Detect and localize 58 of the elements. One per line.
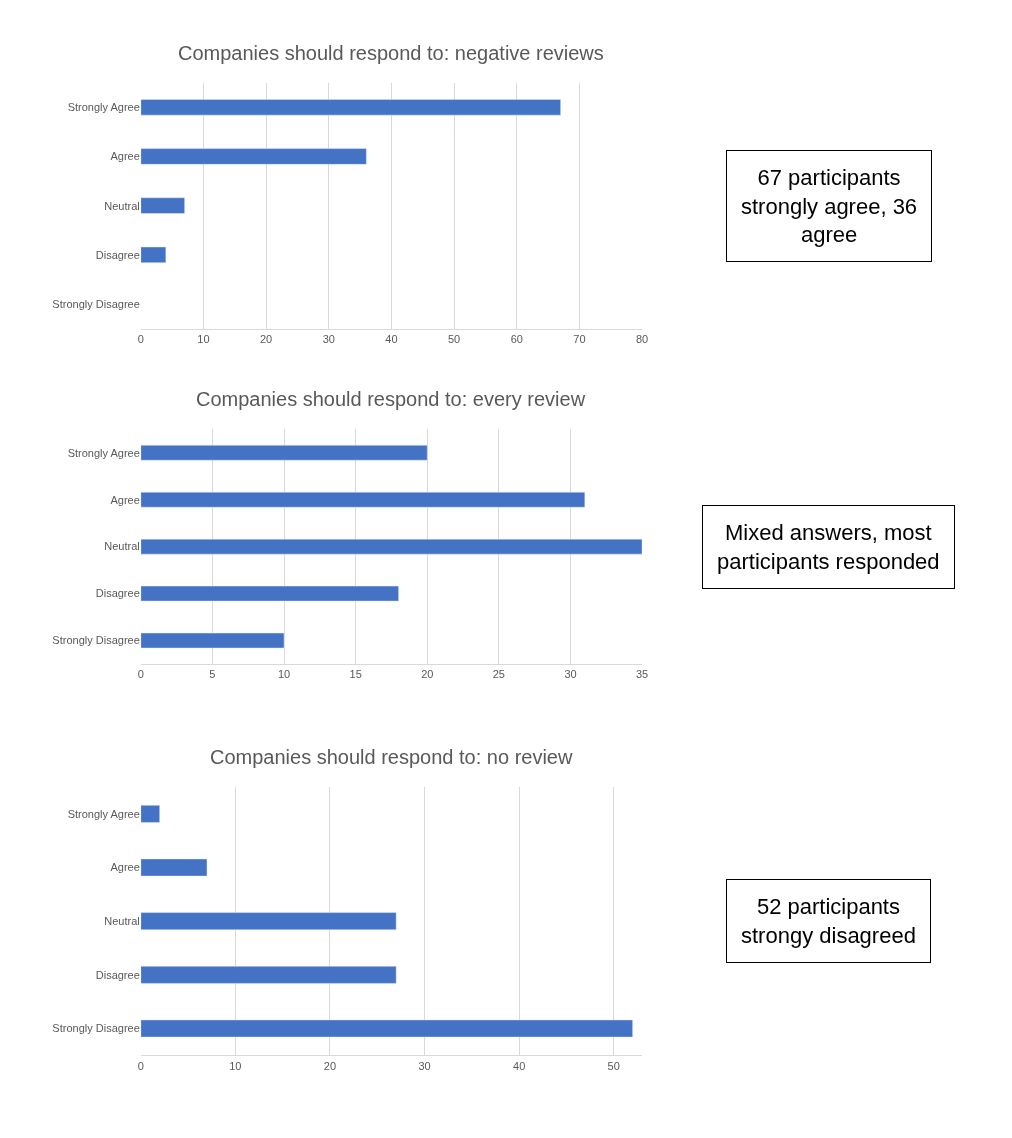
chart-title: Companies should respond to: negative reviews: [178, 42, 604, 64]
x-tick-label: 30: [564, 668, 577, 681]
y-tick-label: Disagree: [95, 968, 140, 981]
x-tick-label: 30: [322, 332, 335, 345]
x-tick-label: 0: [137, 332, 144, 345]
x-tick-label: 50: [447, 332, 461, 345]
x-tick-label: 35: [635, 668, 649, 681]
bar: [140, 538, 643, 555]
x-tick-label: 25: [492, 668, 506, 681]
bar: [140, 805, 160, 823]
y-tick-label: Neutral: [104, 199, 140, 212]
text: 67 participants strongly agree, 36 agree: [741, 165, 918, 248]
text: Mixed answers, most participants responded: [717, 520, 940, 574]
y-tick-label: Strongly Agree: [67, 446, 140, 459]
x-tick-label: 5: [209, 668, 216, 681]
bar: [140, 632, 285, 649]
bar: [140, 1019, 633, 1038]
x-tick-label: 20: [323, 1059, 337, 1072]
x-tick-label: 20: [421, 668, 434, 681]
x-tick-label: 10: [277, 668, 291, 681]
x-tick-label: 50: [607, 1059, 620, 1072]
y-tick-label: Neutral: [104, 540, 140, 553]
x-tick-label: 15: [349, 668, 362, 681]
x-tick-label: 40: [385, 332, 398, 345]
x-tick-label: 80: [635, 332, 649, 345]
x-tick-label: 40: [513, 1059, 526, 1072]
y-tick-label: Strongly Disagree: [52, 1022, 140, 1035]
y-tick-label: Strongly Agree: [67, 807, 140, 820]
x-tick-label: 60: [510, 332, 523, 345]
bar: [140, 246, 167, 263]
bar: [140, 444, 428, 461]
y-tick-label: Disagree: [95, 587, 140, 600]
x-tick-label: 10: [229, 1059, 242, 1072]
x-tick-label: 0: [137, 1059, 144, 1072]
x-tick-label: 20: [259, 332, 273, 345]
bar: [140, 966, 397, 984]
y-tick-label: Strongly Disagree: [52, 634, 140, 647]
y-tick-label: Agree: [110, 493, 140, 506]
chart-title: Companies should respond to: every review: [196, 388, 586, 410]
bar: [140, 99, 561, 116]
bar: [140, 491, 586, 508]
bar: [140, 585, 399, 602]
y-tick-label: Strongly Agree: [67, 101, 140, 114]
y-tick-label: Strongly Disagree: [52, 297, 140, 310]
bar: [140, 148, 367, 165]
chart-title: Companies should respond to: no review: [210, 746, 573, 768]
x-tick-label: 0: [137, 668, 144, 681]
y-tick-label: Agree: [110, 861, 140, 874]
y-tick-label: Neutral: [104, 915, 140, 928]
x-tick-label: 10: [197, 332, 210, 345]
x-tick-label: 30: [418, 1059, 431, 1072]
x-tick-label: 70: [573, 332, 586, 345]
bar: [140, 197, 185, 214]
y-tick-label: Disagree: [95, 248, 140, 261]
text: 52 participants strongy disagreed: [741, 894, 916, 948]
bar: [140, 912, 397, 931]
y-tick-label: Agree: [110, 150, 140, 163]
bar: [140, 858, 208, 877]
